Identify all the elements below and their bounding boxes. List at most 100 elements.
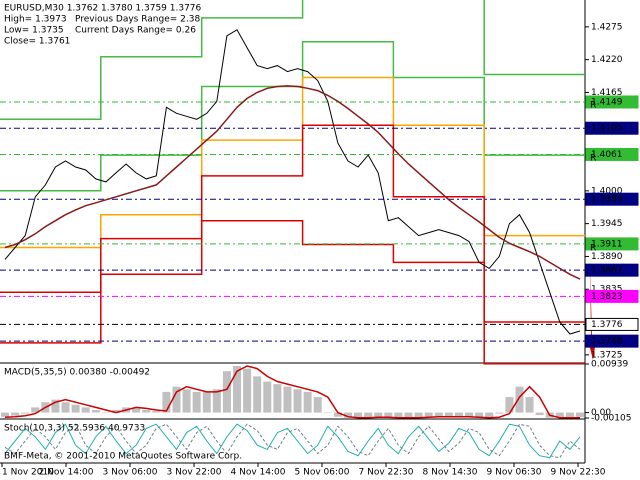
x-tick-label: 2 Nov 14:00 bbox=[39, 468, 94, 478]
chart-title: EURUSD,M30 1.3762 1.3780 1.3759 1.3776 bbox=[4, 4, 202, 14]
signal-line bbox=[4, 365, 580, 419]
macd-bar bbox=[374, 412, 383, 418]
range-step-line bbox=[0, 124, 585, 323]
macd-bar bbox=[21, 412, 30, 414]
y-tick-label: -0.00105 bbox=[591, 414, 631, 424]
y-tick-label: 0.00 bbox=[591, 408, 611, 418]
info-text: Previous Days Range= 2.38 bbox=[75, 15, 200, 25]
macd-bar bbox=[354, 412, 363, 418]
macd-bar bbox=[11, 412, 20, 416]
macd-bar bbox=[485, 412, 494, 418]
panel-title: Stoch(10,3,3) 52.5936 40.9733 bbox=[4, 424, 145, 434]
annotation: R bbox=[590, 154, 596, 164]
macd-bar bbox=[414, 412, 423, 418]
price-tag bbox=[585, 289, 639, 303]
macd-bar bbox=[101, 412, 110, 414]
macd-bar bbox=[444, 412, 453, 417]
price-tag bbox=[585, 95, 639, 109]
macd-bar bbox=[31, 407, 40, 413]
x-tick-label: 1 Nov 2010 bbox=[2, 468, 54, 478]
price-tag bbox=[585, 263, 639, 277]
info-text: High= 1.3973 bbox=[4, 15, 67, 25]
y-tick-label: 1.4275 bbox=[591, 22, 623, 32]
macd-bar bbox=[313, 397, 322, 413]
macd-bar bbox=[333, 412, 342, 417]
macd-bar bbox=[192, 391, 201, 413]
macd-bar bbox=[424, 412, 433, 417]
price-tag-label: 1.3867 bbox=[591, 266, 623, 276]
macd-bar bbox=[283, 386, 292, 413]
price-tag bbox=[585, 237, 639, 251]
annotation: R bbox=[590, 244, 596, 254]
macd-bar bbox=[222, 371, 231, 413]
x-tick-label: 8 Nov 14:30 bbox=[423, 468, 478, 478]
info-text: Close= 1.3761 bbox=[4, 37, 70, 47]
macd-bar bbox=[525, 397, 534, 413]
price-tag-label: 1.3823 bbox=[591, 292, 623, 302]
price-tag-label: 1.4061 bbox=[591, 150, 623, 160]
price-tag bbox=[585, 147, 639, 161]
price-line bbox=[4, 29, 581, 335]
macd-bar bbox=[1, 412, 9, 417]
price-tag-label: 1.3776 bbox=[591, 320, 623, 330]
macd-bar bbox=[132, 408, 141, 413]
moving-average bbox=[4, 85, 581, 280]
macd-bar bbox=[172, 386, 181, 413]
macd-bar bbox=[495, 412, 504, 414]
macd-bar bbox=[323, 412, 332, 414]
macd-bar bbox=[233, 366, 242, 413]
y-tick-label: 1.4000 bbox=[591, 186, 623, 196]
x-tick-label: 7 Nov 22:30 bbox=[359, 468, 414, 478]
macd-bar bbox=[576, 412, 584, 418]
macd-bar bbox=[343, 412, 352, 418]
x-tick-label: 9 Nov 22:30 bbox=[551, 468, 606, 478]
x-tick-label: 5 Nov 06:00 bbox=[295, 468, 350, 478]
price-tag-label: 1.4149 bbox=[591, 97, 623, 107]
x-tick-label: 4 Nov 14:00 bbox=[231, 468, 286, 478]
macd-bar bbox=[51, 399, 60, 413]
macd-bar bbox=[505, 397, 514, 413]
stoch-main bbox=[4, 423, 581, 459]
price-tag-label: 1.3986 bbox=[591, 195, 623, 205]
macd-bar bbox=[91, 409, 100, 413]
macd-bar bbox=[565, 412, 574, 418]
macd-bar bbox=[515, 386, 524, 413]
x-tick-label: 3 Nov 22:00 bbox=[167, 468, 222, 478]
range-step-line bbox=[0, 76, 585, 249]
y-tick-label: 0.00939 bbox=[591, 360, 628, 370]
macd-bar bbox=[475, 412, 484, 418]
macd-bar bbox=[212, 389, 221, 413]
macd-bar bbox=[111, 409, 120, 413]
macd-bar bbox=[303, 391, 312, 413]
macd-bar bbox=[394, 412, 403, 418]
x-tick-label: 9 Nov 06:30 bbox=[487, 468, 542, 478]
annotation: R bbox=[590, 100, 596, 110]
y-tick-label: 1.4165 bbox=[591, 88, 623, 98]
macd-bar bbox=[71, 404, 80, 413]
y-tick-label: 1.3725 bbox=[591, 350, 623, 360]
macd-bar bbox=[142, 409, 151, 413]
macd-bar bbox=[465, 412, 474, 418]
macd-bar bbox=[182, 389, 191, 413]
macd-bar bbox=[364, 412, 373, 418]
price-tag bbox=[585, 317, 639, 331]
macd-bar bbox=[404, 412, 413, 418]
macd-bar bbox=[434, 412, 443, 417]
macd-bar bbox=[243, 368, 252, 413]
macd-bar bbox=[293, 389, 302, 413]
y-tick-label: 1.3945 bbox=[591, 219, 623, 229]
macd-bar bbox=[202, 391, 211, 413]
stoch-signal bbox=[4, 423, 581, 459]
range-step-line bbox=[0, 0, 585, 121]
price-tag bbox=[585, 192, 639, 206]
macd-bar bbox=[555, 412, 564, 418]
macd-bar bbox=[263, 381, 272, 413]
footer: BMF-Meta, © 2001-2010 MetaQuotes Softwar… bbox=[4, 452, 242, 462]
price-tag-label: 1.3748 bbox=[591, 337, 623, 347]
macd-bar bbox=[384, 412, 393, 418]
y-tick-label: 1.3890 bbox=[591, 252, 623, 262]
info-text: Current Days Range= 0.26 bbox=[75, 26, 196, 36]
price-tag-label: 1.3911 bbox=[591, 239, 623, 249]
x-tick-label: 3 Nov 06:00 bbox=[103, 468, 158, 478]
